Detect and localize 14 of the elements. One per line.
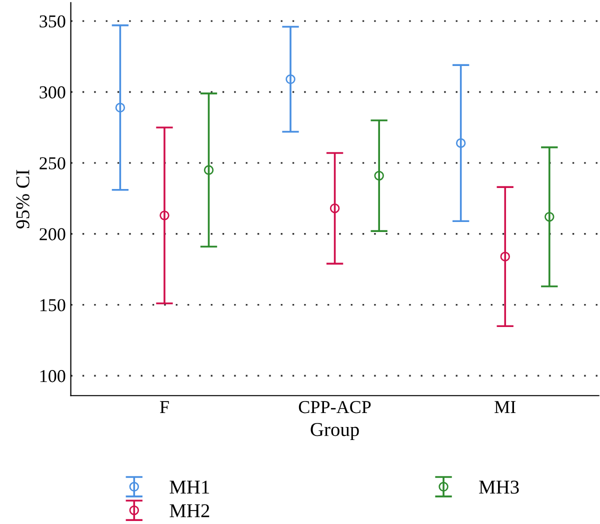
y-tick-label: 300 <box>40 86 66 98</box>
y-tick-label: 150 <box>40 299 66 312</box>
y-tick-label: 100 <box>40 370 66 382</box>
x-axis-title: Group <box>310 423 359 440</box>
x-tick-label: F <box>160 401 169 414</box>
x-tick-label: CPP-ACP <box>298 401 371 414</box>
legend-label: MH1 <box>170 480 210 494</box>
y-tick-label: 200 <box>40 228 66 240</box>
legend-label: MH2 <box>170 504 210 518</box>
y-tick-label: 350 <box>40 15 66 28</box>
legend-label: MH3 <box>479 480 519 494</box>
y-axis-title: 95% CI <box>16 170 30 228</box>
x-tick-label: MI <box>494 401 516 414</box>
y-tick-label: 250 <box>40 157 66 170</box>
